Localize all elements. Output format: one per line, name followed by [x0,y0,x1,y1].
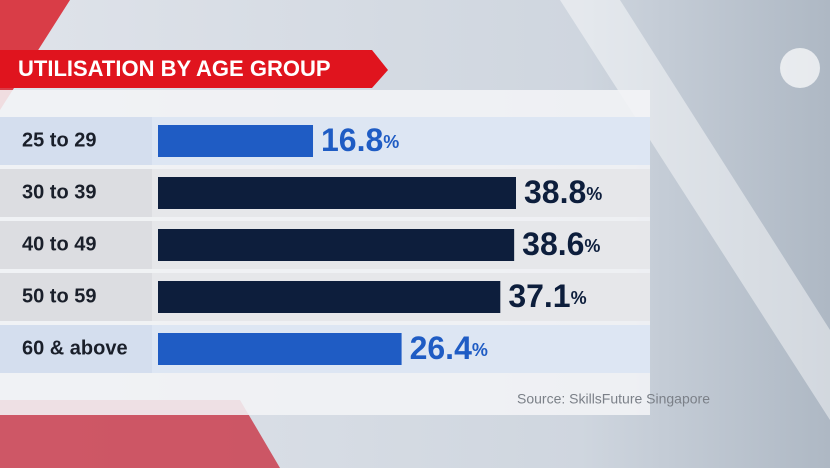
category-label: 50 to 59 [22,285,96,307]
bar [158,281,501,313]
value-label: 37.1% [508,278,586,314]
source: Source: SkillsFuture Singapore [517,391,710,407]
row-label-cell [0,117,152,165]
chart-title: UTILISATION BY AGE GROUP [18,56,331,81]
value-label: 38.6% [522,226,600,262]
category-label: 25 to 29 [22,129,96,151]
bar [158,333,402,365]
bar [158,177,516,209]
row-label-cell [0,325,152,373]
bar [158,125,314,157]
value-label: 16.8% [321,122,399,158]
decor-red [0,400,280,468]
logo [780,48,820,88]
row-label-cell [0,169,152,217]
category-label: 40 to 49 [22,233,96,255]
title-banner [0,50,388,88]
category-label: 60 & above [22,337,128,359]
bar [158,229,515,261]
row-label-cell [0,221,152,269]
category-label: 30 to 39 [22,181,96,203]
value-label: 26.4% [410,330,488,366]
value-label: 38.8% [524,174,602,210]
row-label-cell [0,273,152,321]
